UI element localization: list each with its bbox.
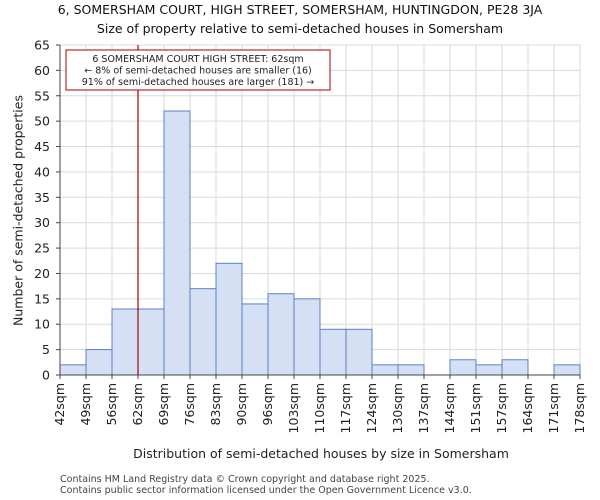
annotation-line-larger: 91% of semi-detached houses are larger (…	[82, 77, 315, 88]
x-tick-label-76sqm: 76sqm	[182, 383, 197, 426]
bar-144sqm	[449, 359, 477, 376]
bar-130sqm	[397, 364, 425, 376]
y-tick-label-45: 45	[34, 139, 50, 154]
y-tick-label-5: 5	[42, 342, 50, 357]
bar-49sqm	[85, 349, 113, 376]
x-tick-labels: 42sqm 49sqm 56sqm 62sqm 69sqm 76sqm 83sqm 90sqm…	[52, 383, 587, 433]
x-tick-label-157sqm: 157sqm	[494, 383, 509, 433]
bar-171sqm	[553, 364, 581, 376]
bar-90sqm	[241, 303, 269, 376]
bar-103sqm	[293, 298, 321, 376]
bar-62sqm	[137, 308, 165, 376]
footer-licence: Contains public sector information licen…	[60, 485, 472, 496]
x-tick-label-171sqm: 171sqm	[546, 383, 561, 433]
x-tick-label-62sqm: 62sqm	[130, 383, 145, 426]
bar-124sqm	[371, 364, 399, 376]
x-tick-label-56sqm: 56sqm	[104, 383, 119, 426]
bar-76sqm	[189, 288, 217, 376]
annotation-box: 6 SOMERSHAM COURT HIGH STREET: 62sqm ← 8…	[65, 49, 331, 91]
x-tick-label-103sqm: 103sqm	[286, 383, 301, 433]
y-tick-label-50: 50	[34, 114, 50, 129]
footer-copyright: Contains HM Land Registry data © Crown c…	[60, 474, 430, 485]
x-tick-label-151sqm: 151sqm	[468, 383, 483, 433]
y-tick-label-55: 55	[34, 88, 50, 103]
x-tick-label-137sqm: 137sqm	[416, 383, 431, 433]
x-tick-label-164sqm: 164sqm	[520, 383, 535, 433]
x-tick-label-110sqm: 110sqm	[312, 383, 327, 433]
x-tick-label-117sqm: 117sqm	[338, 383, 353, 433]
y-tick-label-35: 35	[34, 190, 50, 205]
annotation-line-smaller: ← 8% of semi-detached houses are smaller…	[84, 66, 312, 77]
y-tick-label-60: 60	[34, 63, 50, 78]
x-tick-label-83sqm: 83sqm	[208, 383, 223, 426]
x-tick-label-178sqm: 178sqm	[572, 383, 587, 433]
y-tick-label-25: 25	[34, 241, 50, 256]
y-tick-labels: 0 5 10 15 20 25 30 35 40 45 50 55 60 65	[34, 38, 50, 383]
bar-42sqm	[59, 364, 87, 376]
y-tick-label-10: 10	[34, 317, 50, 332]
bar-157sqm	[501, 359, 529, 376]
x-tick-label-124sqm: 124sqm	[364, 383, 379, 433]
bar-151sqm	[475, 364, 503, 376]
y-tick-label-20: 20	[34, 266, 50, 281]
chart-subtitle: Size of property relative to semi-detach…	[96, 21, 504, 36]
x-tick-label-96sqm: 96sqm	[260, 383, 275, 426]
x-axis-label: Distribution of semi-detached houses by …	[133, 446, 509, 461]
chart-title: 6, SOMERSHAM COURT, HIGH STREET, SOMERSH…	[57, 2, 543, 17]
annotation-border	[65, 49, 331, 91]
y-tick-label-30: 30	[34, 215, 50, 230]
bar-110sqm	[319, 328, 347, 376]
x-tick-label-90sqm: 90sqm	[234, 383, 249, 426]
bar-56sqm	[111, 308, 139, 376]
y-tick-label-65: 65	[34, 38, 50, 53]
bar-96sqm	[267, 293, 295, 376]
x-tick-label-130sqm: 130sqm	[390, 383, 405, 433]
x-tick-label-42sqm: 42sqm	[52, 383, 67, 426]
y-tick-label-40: 40	[34, 164, 50, 179]
y-tick-label-0: 0	[42, 368, 50, 383]
bar-117sqm	[345, 328, 373, 376]
bar-83sqm	[215, 262, 243, 376]
x-tick-label-144sqm: 144sqm	[442, 383, 457, 433]
annotation-line-property: 6 SOMERSHAM COURT HIGH STREET: 62sqm	[92, 54, 303, 65]
x-tick-label-49sqm: 49sqm	[78, 383, 93, 426]
axes	[56, 44, 581, 379]
y-tick-label-15: 15	[34, 291, 50, 306]
bar-69sqm	[163, 110, 191, 376]
x-tick-label-69sqm: 69sqm	[156, 383, 171, 426]
